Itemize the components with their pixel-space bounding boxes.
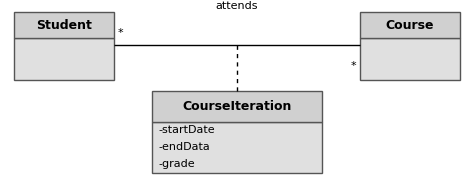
- Text: -endData: -endData: [159, 142, 210, 152]
- Text: -grade: -grade: [159, 159, 195, 169]
- Bar: [360, 38, 460, 80]
- Text: *: *: [350, 61, 356, 71]
- Bar: [152, 122, 322, 173]
- Text: CourseIteration: CourseIteration: [182, 100, 292, 113]
- Bar: [14, 38, 114, 80]
- Bar: [152, 91, 322, 122]
- Text: *: *: [118, 28, 124, 38]
- Text: Course: Course: [386, 19, 434, 32]
- Bar: [360, 12, 460, 38]
- Bar: [14, 12, 114, 38]
- Text: Student: Student: [36, 19, 92, 32]
- Text: attends: attends: [216, 1, 258, 11]
- Text: -startDate: -startDate: [159, 125, 215, 135]
